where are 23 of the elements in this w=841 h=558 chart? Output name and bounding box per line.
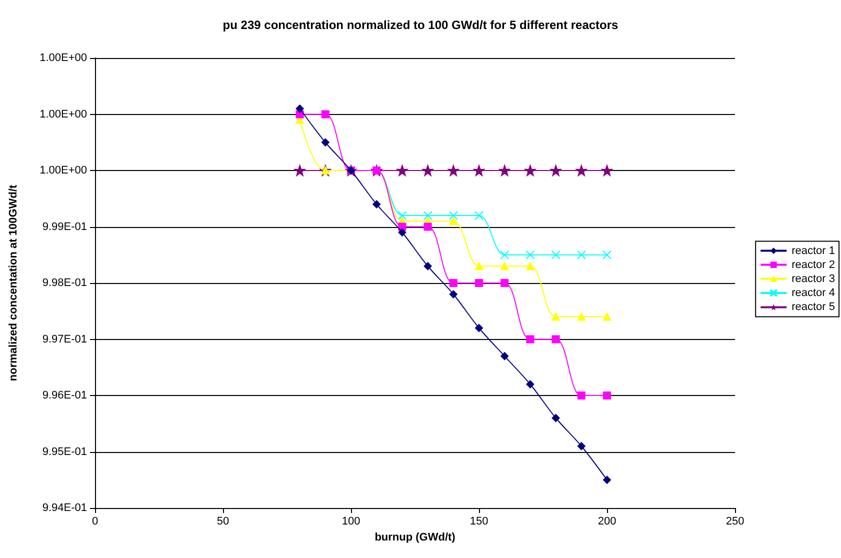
y-tick-label: 9.96E-01 <box>42 390 87 402</box>
x-axis-title: burnup (GWd/t) <box>374 531 456 544</box>
y-tick-label: 1.00E+00 <box>40 108 87 120</box>
y-tick-label: 1.00E+00 <box>40 164 87 176</box>
x-tick-label: 50 <box>216 516 230 528</box>
y-tick-label: 9.99E-01 <box>42 220 87 233</box>
legend-label: reactor 4 <box>792 287 836 299</box>
y-tick-label: 9.95E-01 <box>42 446 87 458</box>
legend-label: reactor 2 <box>792 258 836 271</box>
x-tick-label: 150 <box>470 516 488 528</box>
y-tick-label: 9.97E-01 <box>42 333 87 346</box>
x-tick-label: 200 <box>598 516 616 528</box>
legend-label: reactor 5 <box>792 301 836 314</box>
y-tick-label: 1.00E+00 <box>40 52 87 64</box>
legend-label: reactor 3 <box>792 272 836 285</box>
chart-title: pu 239 concentration normalized to 100 GWd/t for 5 different reactors <box>222 18 619 32</box>
y-tick-label: 9.98E-01 <box>42 277 87 289</box>
x-tick-label: 100 <box>342 516 360 528</box>
x-tick-label: 250 <box>726 516 744 528</box>
legend-label: reactor 1 <box>792 244 836 257</box>
x-tick-label: 0 <box>92 516 98 528</box>
y-tick-label: 9.94E-01 <box>42 502 87 514</box>
y-axis-title: normalized concentation at 100GWd/t <box>8 184 20 382</box>
